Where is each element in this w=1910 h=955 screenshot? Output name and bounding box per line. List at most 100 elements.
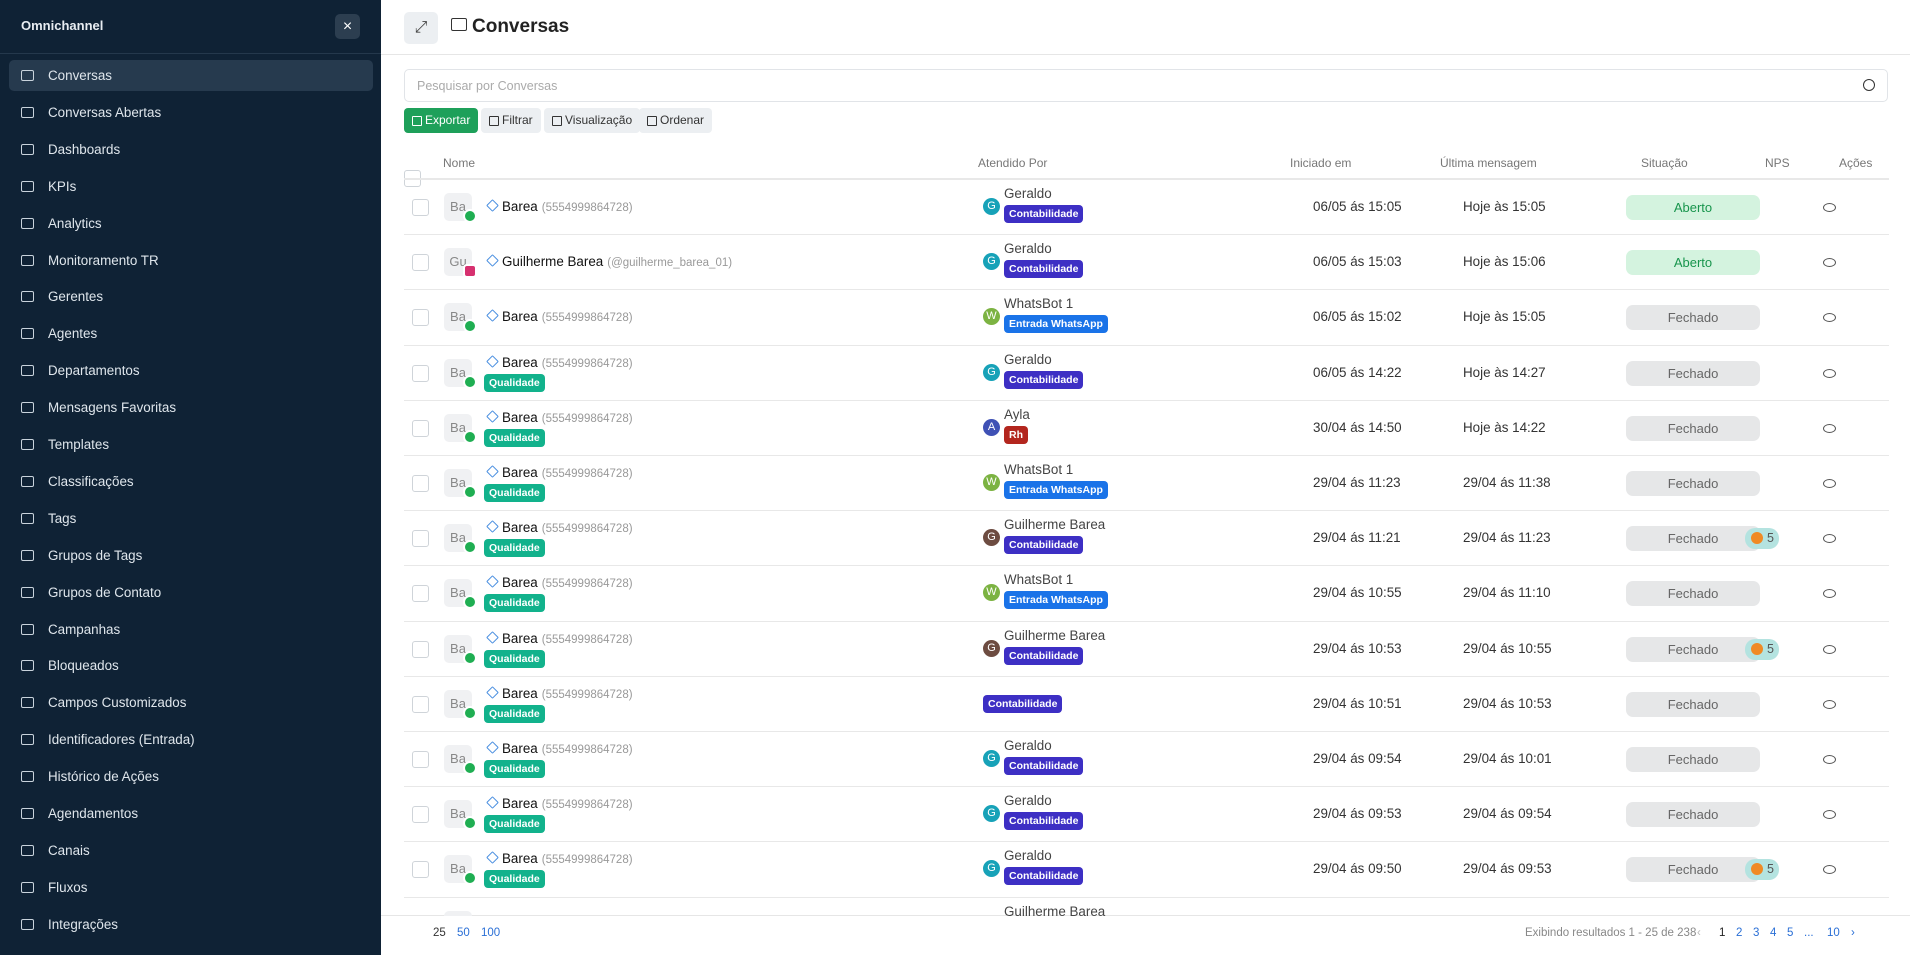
nav-item[interactable]: Integrações: [9, 909, 373, 940]
view-button[interactable]: [1823, 589, 1836, 599]
nav-label: Conversas: [48, 68, 113, 83]
row-checkbox[interactable]: [412, 254, 429, 272]
page-size[interactable]: 100: [481, 927, 501, 939]
nav-item[interactable]: Histórico de Ações: [9, 761, 373, 792]
column-header[interactable]: Última mensagem: [1440, 156, 1537, 170]
table-row[interactable]: Ba Barea (5554999864728) Qualidade A Ayla Rh 30…: [404, 399, 1889, 455]
view-button[interactable]: [1823, 313, 1836, 323]
nav-item[interactable]: Classificações: [9, 466, 373, 497]
nav-icon: [21, 512, 34, 524]
toolbar-button[interactable]: Ordenar: [639, 108, 713, 133]
prev-page[interactable]: ‹: [1697, 927, 1701, 939]
contact-id: (5554999864728): [541, 312, 633, 325]
column-header[interactable]: Atendido Por: [978, 156, 1048, 170]
row-checkbox[interactable]: [412, 695, 429, 713]
toolbar-button[interactable]: Exportar: [404, 108, 479, 133]
table-row[interactable]: Ba Barea (5554999864728) Qualidade G Guilherm…: [404, 510, 1889, 565]
view-button[interactable]: [1823, 644, 1836, 654]
page-link[interactable]: 3: [1753, 927, 1760, 939]
nav-item[interactable]: Grupos de Tags: [9, 540, 373, 571]
row-checkbox[interactable]: [412, 309, 429, 327]
view-button[interactable]: [1823, 479, 1836, 488]
view-button[interactable]: [1823, 368, 1836, 378]
row-checkbox[interactable]: [412, 751, 429, 768]
toolbar-button[interactable]: Visualização: [544, 108, 641, 133]
nav-item[interactable]: Fluxos: [9, 872, 373, 903]
column-header[interactable]: Situação: [1641, 156, 1688, 170]
nav-item[interactable]: Templates: [9, 429, 373, 460]
nav-item[interactable]: Agendamentos: [9, 798, 373, 829]
view-button[interactable]: [1823, 755, 1836, 764]
table-row[interactable]: Ba Barea (5554999864728) Qualidade W WhatsBot…: [404, 455, 1889, 510]
view-button[interactable]: [1823, 810, 1836, 820]
table-row[interactable]: Ba Barea (5554999864728) G Geraldo Contabilid…: [404, 179, 1889, 234]
table-row[interactable]: Ba Barea (5554999864728) Qualidade G Geraldo C…: [404, 344, 1889, 400]
close-button[interactable]: ×: [335, 14, 360, 39]
row-checkbox[interactable]: [412, 806, 429, 824]
row-checkbox[interactable]: [412, 585, 429, 603]
column-header[interactable]: Ações: [1839, 156, 1873, 170]
page-size[interactable]: 50: [457, 927, 470, 939]
table-row[interactable]: Ba Barea (5554999864728) Qualidade G Geraldo C…: [404, 841, 1889, 896]
table-row[interactable]: Ba Barea (5554999864728) Qualidade G Geraldo C…: [404, 786, 1889, 841]
view-button[interactable]: [1823, 534, 1836, 544]
row-checkbox[interactable]: [412, 475, 429, 492]
page-link[interactable]: ...: [1804, 927, 1814, 939]
nav-item[interactable]: Agentes: [9, 318, 373, 349]
table-row[interactable]: Ba Barea (5554999864728) Qualidade G Geraldo C…: [404, 731, 1889, 786]
expand-button[interactable]: ⤢: [404, 12, 438, 44]
view-button[interactable]: [1823, 258, 1836, 268]
contact-name: Barea(5554999864728): [502, 575, 633, 591]
nav-item[interactable]: Identificadores (Entrada): [9, 724, 373, 755]
nav-item[interactable]: Mensagens Favoritas: [9, 392, 373, 423]
nav-label: Bloqueados: [48, 658, 119, 674]
agent-avatar: W: [983, 584, 1000, 602]
nav-item[interactable]: Monitoramento TR: [9, 245, 373, 276]
page-link[interactable]: 5: [1787, 927, 1794, 939]
last-message: 29/04 ás 10:55: [1463, 640, 1552, 656]
view-button[interactable]: [1823, 699, 1836, 709]
toolbar-button[interactable]: Filtrar: [481, 108, 541, 133]
nav-item[interactable]: Gerentes: [9, 281, 373, 312]
page-link[interactable]: 1: [1719, 927, 1726, 939]
table-row[interactable]: Gu Guilherme Barea (@guilherme_barea_01) G G…: [404, 234, 1889, 289]
page-link[interactable]: 10: [1827, 927, 1840, 939]
row-checkbox[interactable]: [412, 364, 429, 382]
contact-tag: Qualidade: [484, 594, 545, 613]
nav-item[interactable]: Conversas: [9, 60, 373, 91]
row-checkbox[interactable]: [412, 199, 429, 216]
view-button[interactable]: [1823, 423, 1836, 433]
nav-item[interactable]: Campanhas: [9, 614, 373, 645]
title-icon: [451, 18, 467, 31]
nav-item[interactable]: KPIs: [9, 171, 373, 202]
page-size[interactable]: 25: [433, 927, 446, 939]
view-button[interactable]: [1823, 865, 1836, 875]
nav-item[interactable]: Departamentos: [9, 355, 373, 386]
search-box[interactable]: Pesquisar por Conversas: [404, 69, 1888, 102]
nav-item[interactable]: Conversas Abertas: [9, 97, 373, 128]
table-row[interactable]: Ba Barea (5554999864728) Qualidade G Guilherm…: [404, 620, 1889, 676]
table-row[interactable]: Ba Barea (5554999864728) W WhatsBot 1 Entrada…: [404, 289, 1889, 344]
next-page[interactable]: ›: [1851, 927, 1855, 939]
page-link[interactable]: 4: [1770, 927, 1777, 939]
row-checkbox[interactable]: [412, 640, 429, 658]
nav-item[interactable]: Analytics: [9, 208, 373, 239]
row-checkbox[interactable]: [412, 419, 429, 437]
nav-item[interactable]: Dashboards: [9, 134, 373, 165]
table-row[interactable]: Ba Barea (5554999864728) Qualidade W WhatsBot…: [404, 565, 1889, 620]
row-checkbox[interactable]: [412, 861, 429, 879]
page-link[interactable]: 2: [1736, 927, 1743, 939]
nav-item[interactable]: Canais: [9, 835, 373, 866]
row-checkbox[interactable]: [412, 530, 429, 548]
nav-label: Departamentos: [48, 363, 140, 379]
table-row[interactable]: Ba Barea (5554999864728) Qualidade Contabili…: [404, 675, 1889, 731]
nav-item[interactable]: Campos Customizados: [9, 687, 373, 718]
nav-item[interactable]: Tags: [9, 503, 373, 534]
divider: [381, 54, 1910, 55]
column-header[interactable]: Iniciado em: [1290, 156, 1352, 170]
view-button[interactable]: [1823, 203, 1836, 212]
column-header[interactable]: NPS: [1765, 156, 1790, 170]
nav-item[interactable]: Bloqueados: [9, 650, 373, 681]
column-header[interactable]: Nome: [443, 156, 476, 170]
nav-item[interactable]: Grupos de Contato: [9, 577, 373, 608]
